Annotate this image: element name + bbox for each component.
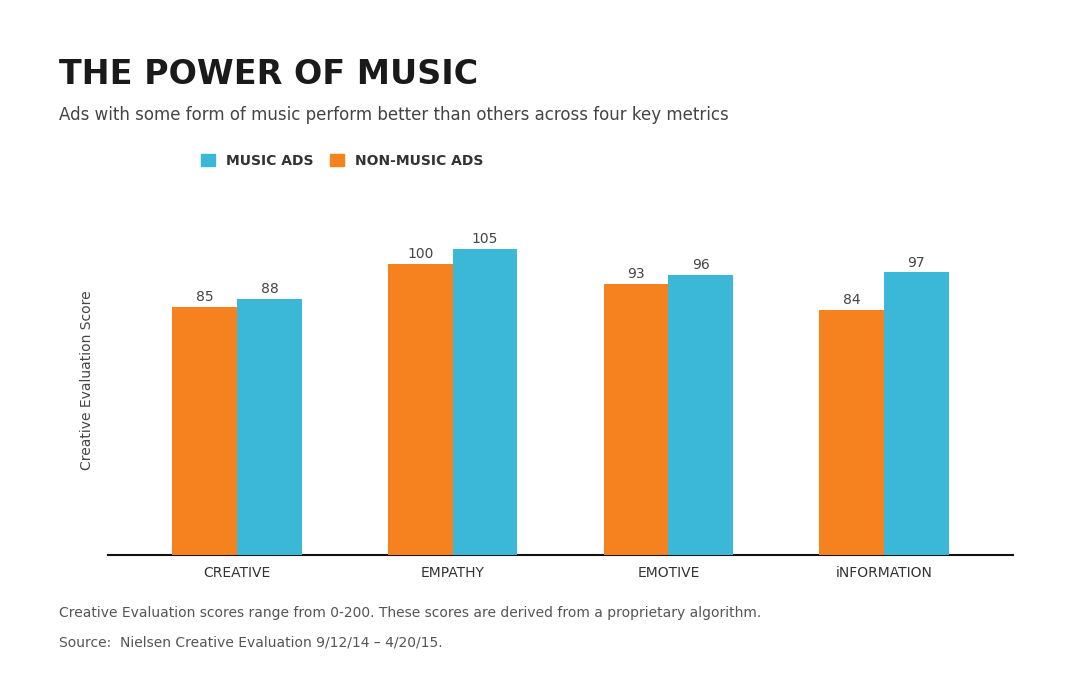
Bar: [884, 273, 949, 555]
Text: 84: 84: [843, 293, 860, 308]
Text: 96: 96: [692, 258, 709, 273]
Text: 105: 105: [472, 232, 498, 247]
Bar: [604, 284, 668, 555]
Text: 85: 85: [196, 290, 213, 305]
Bar: [172, 308, 237, 555]
Text: n: n: [970, 21, 1000, 63]
Text: 100: 100: [407, 247, 433, 261]
Bar: [453, 249, 517, 555]
Legend: MUSIC ADS, NON-MUSIC ADS: MUSIC ADS, NON-MUSIC ADS: [201, 154, 484, 168]
Text: Source:  Nielsen Creative Evaluation 9/12/14 – 4/20/15.: Source: Nielsen Creative Evaluation 9/12…: [59, 636, 443, 649]
Bar: [819, 310, 884, 555]
Text: Ads with some form of music perform better than others across four key metrics: Ads with some form of music perform bett…: [59, 106, 729, 124]
Y-axis label: Creative Evaluation Score: Creative Evaluation Score: [80, 290, 94, 470]
Text: Creative Evaluation scores range from 0-200. These scores are derived from a pro: Creative Evaluation scores range from 0-…: [59, 606, 761, 620]
Bar: [388, 264, 453, 555]
Text: 93: 93: [627, 267, 645, 282]
Text: 88: 88: [261, 282, 278, 296]
Bar: [668, 275, 733, 555]
Text: THE POWER OF MUSIC: THE POWER OF MUSIC: [59, 58, 479, 91]
Bar: [237, 299, 302, 555]
Text: 97: 97: [908, 256, 925, 270]
